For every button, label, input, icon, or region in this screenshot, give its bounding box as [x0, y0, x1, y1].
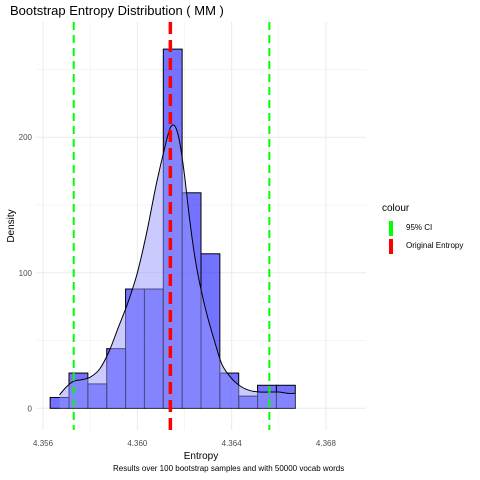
x-axis-label: Entropy: [184, 451, 218, 462]
legend-key-ci: [389, 221, 393, 236]
x-tick-label: 4.356: [33, 439, 54, 448]
legend: colour 95% CI Original Entropy: [382, 203, 477, 256]
x-tick-label: 4.364: [222, 439, 243, 448]
chart-title: Bootstrap Entropy Distribution ( MM ): [10, 3, 224, 18]
chart-caption: Results over 100 bootstrap samples and w…: [113, 464, 345, 473]
legend-key-original: [389, 239, 393, 254]
legend-label-ci: 95% CI: [406, 223, 433, 232]
legend-item-original: Original Entropy: [382, 238, 477, 256]
y-axis-label: Density: [6, 209, 17, 242]
x-tick-label: 4.360: [127, 439, 148, 448]
x-tick-label: 4.368: [316, 439, 337, 448]
legend-item-ci: 95% CI: [382, 220, 477, 238]
y-tick-label: 0: [28, 404, 33, 413]
legend-title: colour: [382, 203, 410, 214]
y-tick-label: 200: [19, 133, 33, 142]
density-area: [59, 124, 296, 409]
legend-label-original: Original Entropy: [406, 241, 464, 250]
y-tick-label: 100: [19, 269, 33, 278]
density-curve: [59, 124, 296, 396]
